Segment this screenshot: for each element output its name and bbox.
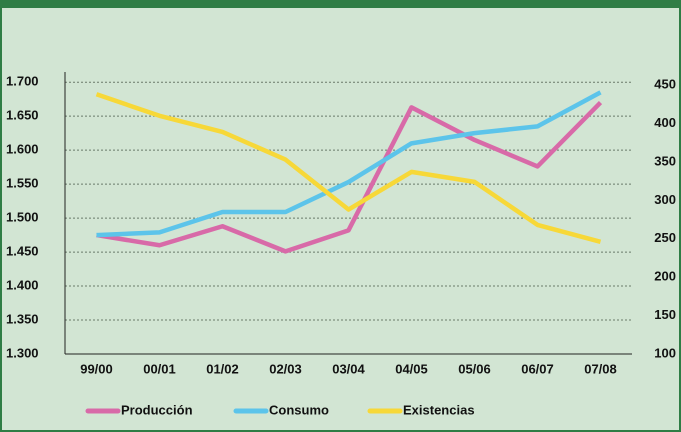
y2-tick-label: 400 bbox=[654, 115, 676, 130]
y2-tick-label: 200 bbox=[654, 269, 676, 284]
legend-label: Producción bbox=[121, 402, 193, 417]
x-tick-label: 99/00 bbox=[80, 361, 113, 376]
y-tick-label: 1.300 bbox=[6, 345, 39, 360]
x-tick-label: 00/01 bbox=[143, 361, 176, 376]
y2-tick-label: 300 bbox=[654, 192, 676, 207]
y-tick-label: 1.600 bbox=[6, 142, 39, 157]
y2-tick-label: 250 bbox=[654, 230, 676, 245]
y-tick-label: 1.350 bbox=[6, 311, 39, 326]
background bbox=[2, 8, 679, 430]
x-tick-label: 07/08 bbox=[584, 361, 617, 376]
y-tick-label: 1.700 bbox=[6, 74, 39, 89]
x-tick-label: 02/03 bbox=[269, 361, 302, 376]
x-tick-label: 06/07 bbox=[521, 361, 554, 376]
x-tick-label: 04/05 bbox=[395, 361, 428, 376]
legend-label: Existencias bbox=[403, 402, 475, 417]
y-tick-label: 1.400 bbox=[6, 277, 39, 292]
y2-tick-label: 450 bbox=[654, 77, 676, 92]
y-tick-label: 1.550 bbox=[6, 176, 39, 191]
series-line bbox=[95, 92, 602, 244]
y2-tick-label: 150 bbox=[654, 307, 676, 322]
series-line bbox=[96, 90, 602, 238]
x-tick-label: 05/06 bbox=[458, 361, 491, 376]
legend-label: Consumo bbox=[269, 402, 329, 417]
x-tick-label: 01/02 bbox=[206, 361, 239, 376]
x-tick-label: 03/04 bbox=[332, 361, 365, 376]
series-line bbox=[96, 100, 603, 254]
y-tick-label: 1.500 bbox=[6, 210, 39, 225]
y2-tick-label: 350 bbox=[654, 153, 676, 168]
y-tick-label: 1.650 bbox=[6, 108, 39, 123]
y-tick-label: 1.450 bbox=[6, 244, 39, 259]
y2-tick-label: 100 bbox=[654, 345, 676, 360]
